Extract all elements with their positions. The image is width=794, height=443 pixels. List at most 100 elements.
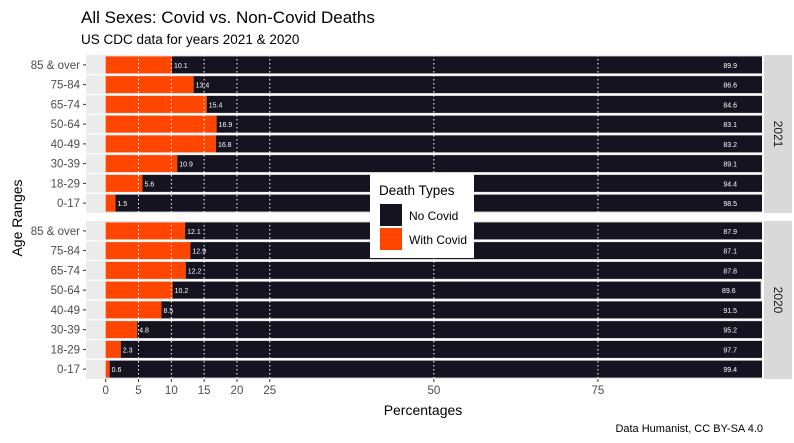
facet-strip-label: 2021	[771, 121, 785, 148]
bar-no-covid	[177, 155, 763, 173]
legend-label-with-covid: With Covid	[409, 233, 467, 247]
y-tick-label: 30-39	[51, 325, 80, 337]
bar-no-covid	[171, 56, 763, 74]
bar-label-no-covid: 94.4	[723, 181, 737, 188]
y-tick-label: 40-49	[51, 305, 80, 317]
x-tick-label: 10	[165, 385, 178, 397]
bar-with-covid	[105, 222, 186, 240]
y-tick-label: 50-64	[51, 285, 81, 297]
bar-with-covid	[105, 340, 121, 358]
x-tick-label: 0	[102, 385, 108, 397]
y-tick-label: 18-29	[51, 178, 80, 190]
bar-label-no-covid: 86.6	[723, 83, 737, 90]
x-tick-label: 25	[263, 385, 276, 397]
bar-label-no-covid: 91.5	[723, 308, 737, 315]
bar-label-no-covid: 87.1	[723, 249, 737, 256]
bar-no-covid	[193, 76, 762, 94]
bar-label-with-covid: 16.8	[218, 142, 232, 149]
bar-with-covid	[105, 174, 143, 192]
bar-label-no-covid: 89.9	[723, 63, 737, 70]
y-tick-label: 85 & over	[31, 60, 80, 72]
bar-no-covid	[216, 115, 762, 133]
bar-label-with-covid: 10.2	[175, 288, 189, 295]
y-tick-label: 75-84	[51, 80, 81, 92]
bar-label-no-covid: 99.4	[723, 367, 737, 374]
x-tick-label: 75	[592, 385, 605, 397]
y-tick-label: 0-17	[57, 198, 80, 210]
legend-title: Death Types	[379, 183, 455, 198]
chart-caption: Data Humanist, CC BY-SA 4.0	[615, 423, 763, 435]
bar-label-no-covid: 87.8	[723, 268, 737, 275]
bar-with-covid	[105, 76, 194, 94]
bar-label-with-covid: 15.4	[209, 102, 223, 109]
x-axis-title: Percentages	[384, 402, 463, 418]
bar-with-covid	[105, 301, 162, 319]
bar-no-covid	[109, 360, 762, 378]
y-tick-label: 40-49	[51, 139, 80, 151]
legend: Death Types No Covid With Covid	[370, 174, 474, 258]
y-axis-title: Age Ranges	[9, 179, 25, 256]
bar-no-covid	[172, 281, 761, 299]
bar-label-with-covid: 1.5	[118, 201, 128, 208]
x-tick-label: 15	[198, 385, 211, 397]
bar-no-covid	[190, 242, 762, 260]
y-tick-label: 65-74	[51, 99, 81, 111]
bar-with-covid	[105, 321, 138, 339]
bar-with-covid	[105, 135, 216, 153]
bar-with-covid	[105, 95, 207, 113]
facet-panel-2021: 2021 85 & over 10.1 89.9 75-84 13.4 86.6 65-74 1…	[31, 55, 792, 213]
y-tick-label: 75-84	[51, 246, 81, 258]
bar-label-with-covid: 12.9	[192, 249, 206, 256]
legend-swatch-with-covid	[380, 228, 402, 250]
bar-no-covid	[161, 301, 763, 319]
bar-label-no-covid: 95.2	[723, 328, 737, 335]
bar-label-with-covid: 13.4	[196, 83, 210, 90]
bar-label-with-covid: 10.1	[174, 63, 188, 70]
bar-label-no-covid: 89.1	[723, 162, 737, 169]
bar-no-covid	[120, 340, 762, 358]
bar-label-with-covid: 8.5	[163, 308, 173, 315]
y-tick-label: 65-74	[51, 265, 81, 277]
bar-label-with-covid: 2.3	[123, 347, 133, 354]
bar-label-with-covid: 12.1	[187, 229, 201, 236]
bar-no-covid	[215, 135, 762, 153]
facet-panel-2020: 2020 85 & over 12.1 87.9 75-84 12.9 87.1 65-74 1…	[31, 221, 792, 379]
bar-label-no-covid: 84.6	[723, 102, 737, 109]
chart-title: All Sexes: Covid vs. Non-Covid Deaths	[81, 8, 375, 27]
bar-no-covid	[185, 261, 762, 279]
y-tick-label: 85 & over	[31, 226, 80, 238]
bar-with-covid	[105, 242, 191, 260]
bar-with-covid	[105, 155, 178, 173]
bar-label-with-covid: 0.6	[112, 367, 122, 374]
bar-label-no-covid: 87.9	[723, 229, 737, 236]
legend-swatch-no-covid	[380, 204, 402, 226]
chart-subtitle: US CDC data for years 2021 & 2020	[81, 32, 299, 47]
bar-with-covid	[105, 360, 110, 378]
bar-label-with-covid: 10.9	[179, 162, 193, 169]
bar-with-covid	[105, 261, 186, 279]
bar-with-covid	[105, 115, 217, 133]
facet-strip-label: 2020	[771, 287, 785, 314]
y-tick-label: 30-39	[51, 159, 80, 171]
bar-label-with-covid: 5.6	[144, 181, 154, 188]
legend-label-no-covid: No Covid	[409, 209, 458, 223]
facet-panels: 2021 85 & over 10.1 89.9 75-84 13.4 86.6 65-74 1…	[31, 55, 792, 379]
facet-strip	[764, 55, 792, 213]
bar-label-with-covid: 16.9	[219, 122, 233, 129]
bar-with-covid	[105, 281, 173, 299]
x-tick-label: 50	[427, 385, 440, 397]
bar-label-no-covid: 97.7	[723, 347, 737, 354]
facet-strip	[764, 221, 792, 379]
x-axis: 0 5 10 15 20 25 50 75	[102, 379, 604, 397]
y-tick-label: 18-29	[51, 344, 80, 356]
bar-with-covid	[105, 56, 172, 74]
bar-label-no-covid: 98.5	[723, 201, 737, 208]
y-tick-label: 0-17	[57, 364, 80, 376]
x-tick-label: 5	[135, 385, 141, 397]
bar-with-covid	[105, 194, 116, 212]
bar-label-with-covid: 4.8	[139, 328, 149, 335]
x-tick-label: 20	[231, 385, 244, 397]
bar-label-with-covid: 12.2	[188, 268, 202, 275]
bar-label-no-covid: 83.1	[723, 122, 737, 129]
